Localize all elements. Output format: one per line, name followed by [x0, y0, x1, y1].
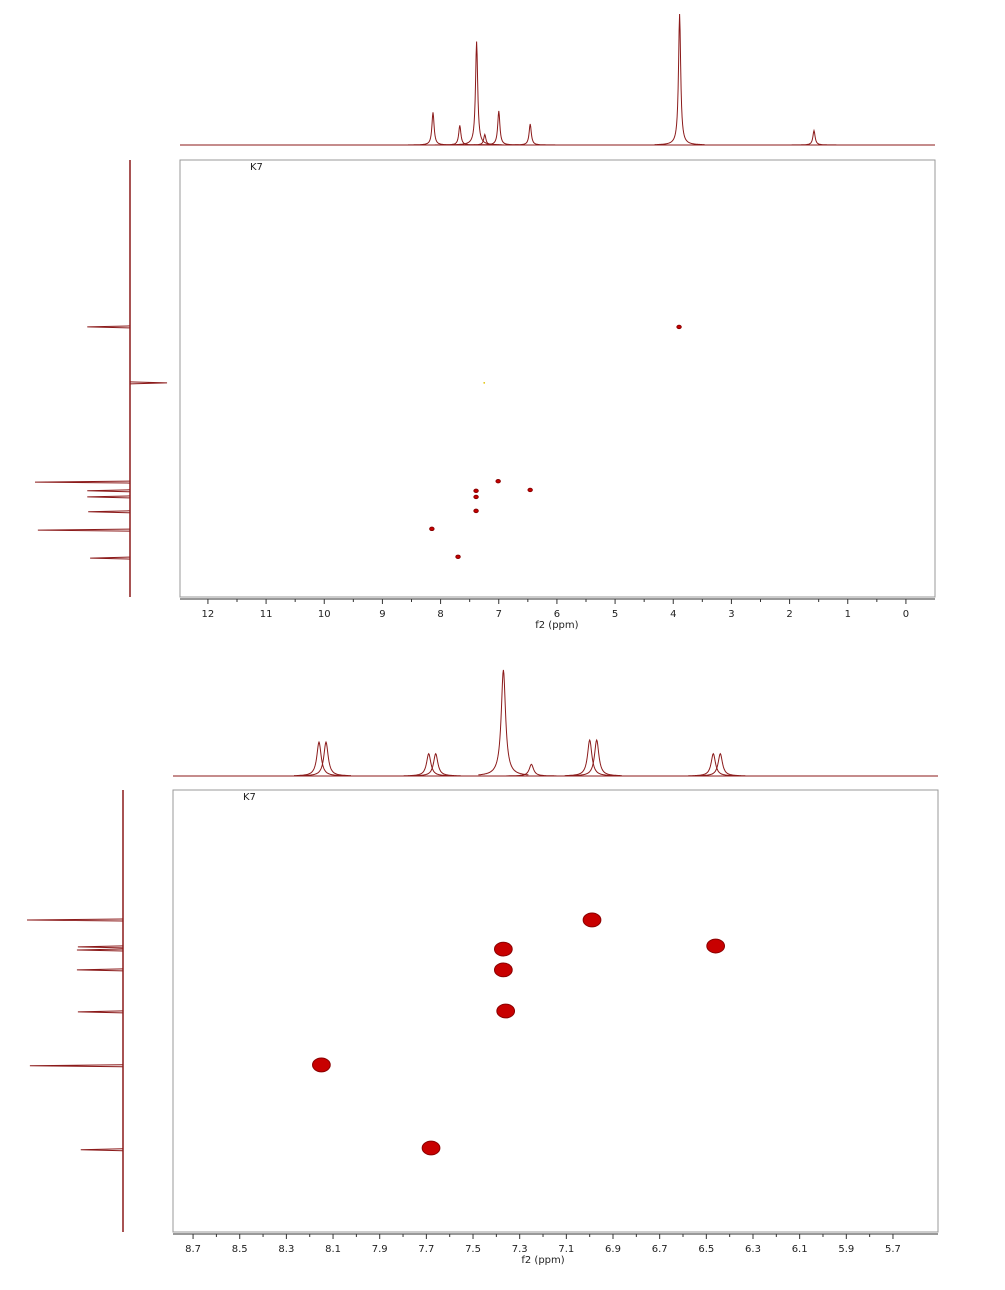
cross-peak [473, 508, 479, 514]
top-peak [408, 112, 458, 146]
top-peak [434, 125, 485, 146]
spectrum-label: K7 [250, 162, 263, 173]
x-tick-label: 6.3 [745, 1244, 761, 1255]
top-peak [695, 752, 746, 777]
x-tick-label: 6.1 [792, 1244, 808, 1255]
x-tick-label: 2 [786, 609, 792, 620]
x-tick-label: 1 [845, 609, 851, 620]
x-tick-label: 4 [670, 609, 676, 620]
plot-frame [179, 159, 936, 598]
top-peak [654, 13, 705, 146]
cross-peak [495, 478, 501, 484]
cross-peak [582, 912, 602, 928]
cross-peak [676, 324, 682, 330]
top-peak [478, 669, 529, 776]
top-peak [473, 110, 524, 146]
cross-peak [493, 962, 513, 978]
x-tick-label: 9 [379, 609, 385, 620]
side-peak [77, 945, 124, 949]
cross-peak [483, 381, 486, 384]
top-peak [789, 128, 839, 146]
side-peak [87, 325, 131, 329]
top-peak [294, 740, 344, 777]
x-tick-label: 12 [202, 609, 215, 620]
cross-peak [473, 494, 479, 500]
x-tick-label: 5 [612, 609, 618, 620]
x-tick-label: 5.7 [885, 1244, 901, 1255]
x-tick-label: 10 [318, 609, 331, 620]
side-peak [80, 1148, 124, 1152]
x-tick-label: 7.9 [372, 1244, 388, 1255]
side-peak [37, 528, 131, 532]
x-tick-label: 3 [728, 609, 734, 620]
side-peak [88, 510, 131, 514]
side-peak [76, 948, 124, 952]
cross-peak [527, 487, 533, 493]
plot-frame [172, 789, 939, 1233]
top-peak [571, 738, 622, 777]
cross-peak [312, 1057, 331, 1073]
side-peak [129, 381, 168, 385]
cross-peak [455, 554, 461, 560]
x-tick-label: 8.5 [232, 1244, 248, 1255]
x-tick-label: 11 [260, 609, 273, 620]
top-peak [564, 738, 615, 777]
x-tick-label: 8.1 [325, 1244, 341, 1255]
side-peak [34, 480, 131, 484]
side-peak [87, 489, 131, 493]
top-peak [410, 752, 461, 777]
x-tick-label: 6 [554, 609, 560, 620]
x-tick-label: 5.9 [838, 1244, 854, 1255]
spectrum-label: K7 [243, 792, 256, 803]
x-tick-label: 7.7 [418, 1244, 434, 1255]
x-axis-label: f2 (ppm) [521, 1255, 564, 1266]
x-tick-label: 7.5 [465, 1244, 481, 1255]
top-peak [459, 133, 510, 146]
x-tick-label: 8 [437, 609, 443, 620]
x-tick-label: 6.5 [698, 1244, 714, 1255]
x-tick-label: 8.7 [185, 1244, 201, 1255]
x-tick-label: 7 [496, 609, 502, 620]
top-peak [505, 123, 556, 146]
cross-peak [421, 1140, 441, 1156]
x-tick-label: 6.9 [605, 1244, 621, 1255]
x-axis-label: f2 (ppm) [535, 620, 578, 631]
side-peak [90, 556, 131, 560]
top-peak [301, 740, 351, 777]
top-peak [688, 752, 739, 777]
cross-peak [496, 1003, 516, 1019]
x-tick-label: 6.7 [652, 1244, 668, 1255]
top-peak [506, 763, 557, 777]
top-peak [403, 752, 454, 777]
side-peak [26, 918, 124, 922]
side-peak [29, 1064, 124, 1068]
x-tick-label: 7.1 [558, 1244, 574, 1255]
cross-peak [429, 526, 435, 532]
x-tick-label: 8.3 [278, 1244, 294, 1255]
x-tick-label: 0 [903, 609, 909, 620]
cross-peak [473, 488, 479, 494]
side-peak [76, 968, 124, 972]
side-peak [77, 1010, 124, 1014]
cross-peak [493, 941, 513, 957]
cross-peak [706, 938, 726, 954]
x-tick-label: 7.3 [512, 1244, 528, 1255]
side-peak [87, 495, 131, 499]
